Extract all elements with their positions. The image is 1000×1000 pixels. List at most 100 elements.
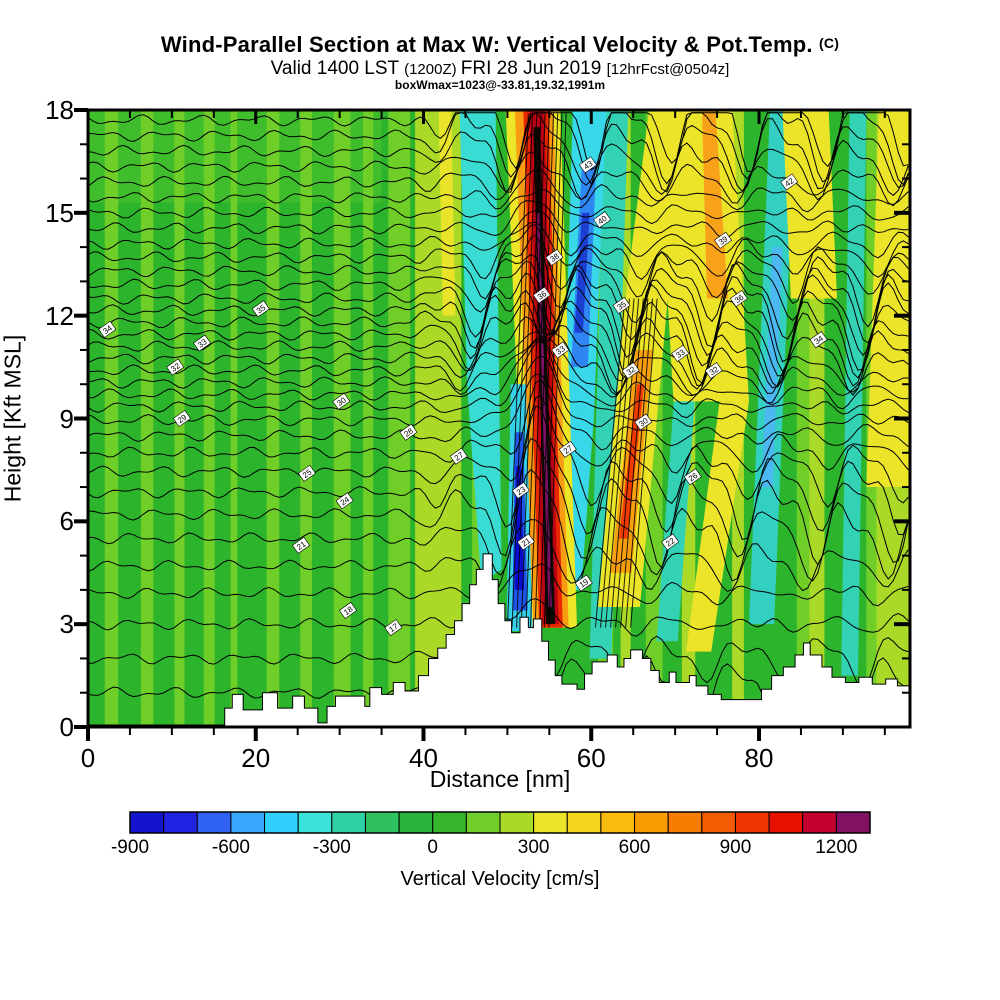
contour-label: 27 — [558, 440, 577, 458]
colorbar-cell — [835, 811, 871, 834]
contour-label: 33 — [671, 344, 690, 362]
colorbar-cell — [230, 811, 266, 834]
contour-label: 33 — [551, 341, 570, 359]
pot-temp-contour-fan — [605, 298, 635, 628]
pot-temp-contour — [88, 405, 909, 541]
contour-label: 30 — [332, 392, 351, 410]
colorbar-cell — [398, 811, 434, 834]
pot-temp-contour — [88, 210, 909, 259]
contour-label: 18 — [339, 601, 358, 619]
contour-label: 32 — [166, 358, 185, 376]
colorbar-tick-label: -600 — [211, 837, 250, 858]
pot-temp-contour — [88, 112, 909, 193]
pot-temp-contour — [88, 335, 909, 404]
contour-label: 23 — [511, 481, 530, 500]
y-tick-label: 0 — [59, 712, 74, 742]
contour-label: 32 — [621, 361, 640, 380]
pot-temp-contour — [88, 437, 909, 569]
pot-temp-contour — [88, 316, 909, 397]
contour-label: 39 — [713, 231, 732, 249]
valid-time-z: (1200Z) — [404, 61, 461, 78]
forecast-info: [12hrFcst@0504z] — [606, 61, 730, 78]
velocity-streak — [266, 110, 280, 727]
title-text: Wind-Parallel Section at Max W: Vertical… — [160, 32, 813, 57]
contour-label: 19 — [574, 574, 593, 592]
contour-label: 33 — [193, 334, 212, 352]
velocity-streak — [203, 110, 215, 727]
colorbar-cell — [465, 811, 501, 834]
velocity-region-orange-streak-75 — [701, 110, 728, 299]
colorbar-cell — [196, 811, 232, 834]
contour-label: 32 — [704, 361, 723, 380]
colorbar-tick-label: 1200 — [815, 837, 858, 858]
contour-label: 28 — [399, 423, 418, 441]
colorbar-cell — [634, 811, 669, 834]
pot-temp-contour — [88, 253, 909, 348]
x-tick-label: 0 — [80, 743, 96, 773]
colorbar-cell — [533, 811, 568, 834]
pot-temp-contour — [88, 394, 909, 508]
contour-label: 40 — [593, 211, 612, 229]
terrain-profile — [88, 553, 910, 727]
title-units: (C) — [819, 35, 840, 51]
colorbar-cell — [802, 811, 837, 834]
colorbar-cell — [566, 811, 602, 834]
pot-temp-contour — [88, 221, 909, 281]
contour-label: 22 — [661, 533, 680, 551]
pot-temp-contour — [88, 373, 909, 451]
velocity-streak — [363, 110, 374, 727]
pot-temp-contour — [88, 151, 909, 207]
pot-temp-contour — [88, 112, 909, 173]
x-tick-label: 80 — [744, 743, 774, 773]
contour-label: 21 — [292, 536, 311, 554]
colorbar-cell — [331, 811, 366, 834]
pot-temp-contour-fan — [620, 298, 649, 628]
pot-temp-contour-fan — [625, 298, 653, 628]
colorbar-tick-label: -900 — [110, 837, 150, 858]
contour-label: 34 — [809, 331, 828, 349]
colorbar-tick-label: 600 — [618, 837, 651, 858]
x-axis-label: Distance [nm] — [429, 766, 571, 792]
pot-temp-contour — [88, 168, 909, 213]
x-tick-label: 60 — [576, 743, 606, 773]
pot-temp-contour — [88, 289, 909, 384]
pot-temp-contour — [88, 468, 909, 585]
contour-label: 25 — [297, 464, 316, 482]
contour-label: 34 — [98, 320, 117, 338]
contour-label: 24 — [335, 492, 354, 510]
pot-temp-contour — [88, 302, 909, 388]
contour-label: 38 — [545, 248, 564, 266]
colorbar-cell — [264, 811, 299, 834]
velocity-streak — [388, 110, 411, 727]
boxwmax-info: boxWmax=1023@-33.81,19.32,1991m — [394, 78, 606, 92]
colorbar-cell — [768, 811, 804, 834]
valid-time: Valid 1400 LST — [270, 58, 405, 79]
velocity-streak — [230, 110, 238, 727]
colorbar-cell — [129, 811, 165, 834]
colorbar-cell — [163, 811, 198, 834]
velocity-region-yellow-right-edge — [866, 110, 910, 488]
y-tick-label: 18 — [45, 95, 74, 125]
velocity-streak — [140, 110, 154, 727]
contour-label: 35 — [612, 296, 631, 314]
pot-temp-contour — [88, 340, 909, 419]
velocity-streak — [333, 110, 351, 727]
pot-temp-contour — [88, 260, 909, 363]
plot-area: 34 32 29 33 35 21 25 30 18 24 17 28 27 23 21 36 38 33 27 43… — [88, 110, 910, 727]
y-tick-label: 3 — [59, 609, 74, 640]
pot-temp-contour-fan — [543, 113, 563, 628]
valid-date: FRI 28 Jun 2019 — [460, 58, 607, 79]
colorbar-cell — [600, 811, 636, 834]
pot-temp-contour — [88, 189, 909, 225]
pot-temp-contour-fan — [534, 113, 555, 628]
colorbar-cell — [499, 811, 535, 834]
y-tick-label: 12 — [45, 300, 74, 331]
pot-temp-contour-fan — [630, 298, 658, 628]
colorbar-label: Vertical Velocity [cm/s] — [400, 868, 600, 890]
velocity-streak — [104, 110, 119, 727]
velocity-region-yellow-tongue-72 — [686, 401, 749, 652]
colorbar-cell — [667, 811, 703, 834]
velocity-region-teal-band-90-93 — [841, 110, 867, 676]
colorbar-cell — [432, 811, 467, 834]
